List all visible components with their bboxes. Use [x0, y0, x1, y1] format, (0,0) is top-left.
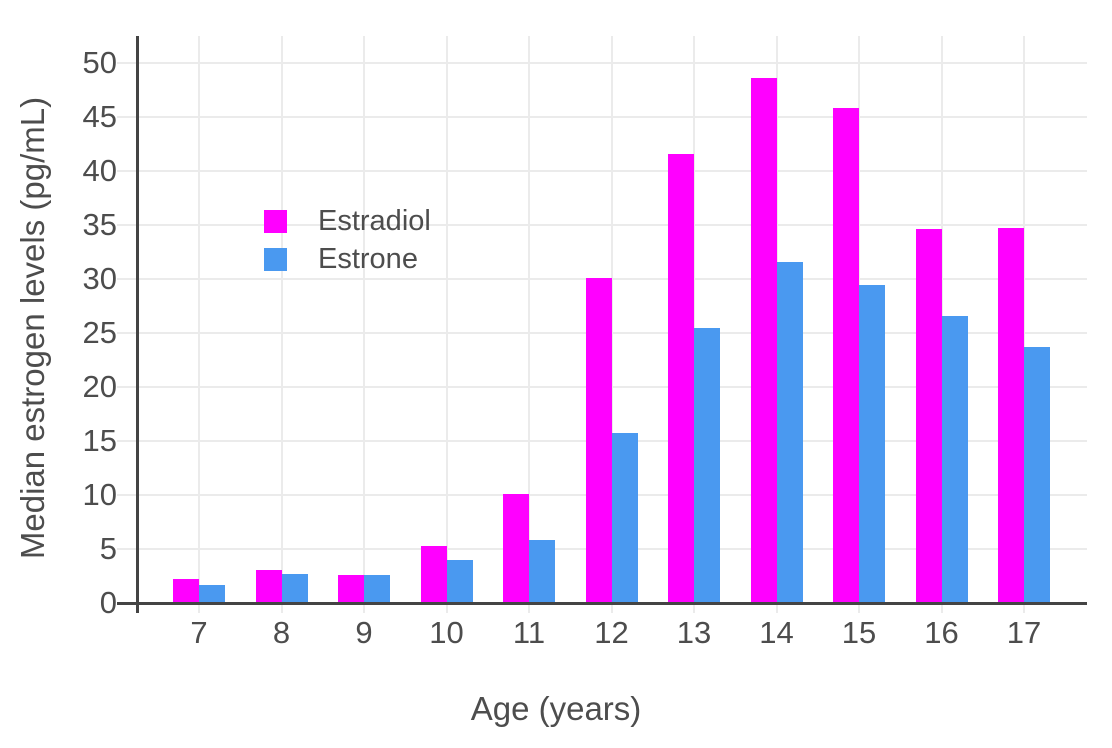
bar-estradiol-age-11[interactable] — [503, 493, 529, 603]
y-gridline-50 — [117, 62, 1087, 64]
y-tick-label-5: 5 — [99, 531, 117, 566]
bar-estradiol-age-17[interactable] — [998, 228, 1024, 603]
y-tick-label-40: 40 — [82, 153, 117, 188]
x-tick-label-7: 7 — [190, 615, 208, 650]
y-gridline-45 — [117, 116, 1087, 118]
bar-estradiol-age-16[interactable] — [915, 229, 942, 603]
x-gridline-9 — [363, 36, 365, 613]
bar-estradiol-age-7[interactable] — [173, 579, 199, 603]
x-gridline-17 — [1023, 36, 1025, 613]
legend-label-estradiol: Estradiol — [318, 204, 431, 237]
y-axis-line — [135, 36, 139, 613]
bar-estrone-age-9[interactable] — [364, 574, 390, 603]
bar-estradiol-age-9[interactable] — [338, 574, 364, 603]
x-gridline-11 — [528, 36, 530, 613]
y-tick-label-35: 35 — [82, 207, 117, 242]
y-tick-label-25: 25 — [82, 315, 117, 350]
legend-label-estrone: Estrone — [318, 242, 418, 275]
x-tick-label-12: 12 — [594, 615, 629, 650]
bar-estrone-age-14[interactable] — [776, 261, 803, 603]
bar-estrone-age-15[interactable] — [859, 285, 885, 603]
y-tick-label-20: 20 — [82, 369, 117, 404]
y-axis-title-text: Median estrogen levels (pg/mL) — [14, 96, 51, 560]
bar-estrone-age-7[interactable] — [199, 584, 225, 603]
legend: Estradiol Estrone — [264, 204, 431, 282]
x-axis-title: Age (years) — [470, 690, 642, 727]
y-tick-label-15: 15 — [82, 423, 117, 458]
x-axis-line — [117, 601, 1087, 605]
legend-item-estradiol[interactable]: Estradiol — [264, 204, 431, 237]
y-tick-label-10: 10 — [82, 477, 117, 512]
legend-swatch-estrone-icon — [264, 247, 287, 271]
bar-estrone-age-11[interactable] — [529, 540, 555, 603]
x-tick-label-8: 8 — [272, 615, 291, 650]
x-tick-label-11: 11 — [512, 615, 546, 650]
y-gridline-35 — [117, 224, 1087, 226]
legend-swatch-estradiol-icon — [264, 209, 287, 233]
bar-estrone-age-13[interactable] — [694, 327, 720, 603]
legend-item-estrone[interactable]: Estrone — [264, 242, 431, 275]
bar-estrone-age-12[interactable] — [611, 433, 638, 603]
x-tick-label-14: 14 — [759, 615, 794, 650]
x-gridline-8 — [280, 36, 283, 613]
bar-estrone-age-10[interactable] — [446, 559, 473, 603]
x-tick-label-16: 16 — [924, 615, 959, 650]
y-tick-label-45: 45 — [82, 99, 117, 134]
x-tick-label-17: 17 — [1006, 615, 1042, 650]
bar-estradiol-age-13[interactable] — [668, 153, 694, 603]
bar-estradiol-age-14[interactable] — [750, 78, 777, 603]
x-tick-label-15: 15 — [841, 615, 877, 650]
x-gridline-12 — [610, 36, 613, 613]
x-gridline-7 — [198, 36, 200, 613]
y-tick-label-50: 50 — [82, 45, 117, 80]
x-tick-label-10: 10 — [429, 615, 464, 650]
y-gridline-40 — [117, 170, 1087, 172]
x-gridline-13 — [693, 36, 695, 613]
y-tick-label-0: 0 — [99, 585, 117, 620]
bar-estrone-age-16[interactable] — [941, 315, 968, 603]
bar-estradiol-age-15[interactable] — [833, 108, 859, 603]
bar-estrone-age-8[interactable] — [281, 573, 308, 603]
bar-estrone-age-17[interactable] — [1024, 347, 1050, 603]
bar-estradiol-age-12[interactable] — [585, 277, 612, 603]
x-tick-label-9: 9 — [355, 615, 373, 650]
bar-estradiol-age-8[interactable] — [255, 569, 282, 603]
x-gridline-10 — [445, 36, 448, 613]
x-tick-label-13: 13 — [676, 615, 712, 650]
bar-estradiol-age-10[interactable] — [420, 545, 447, 603]
y-tick-label-30: 30 — [82, 261, 117, 296]
